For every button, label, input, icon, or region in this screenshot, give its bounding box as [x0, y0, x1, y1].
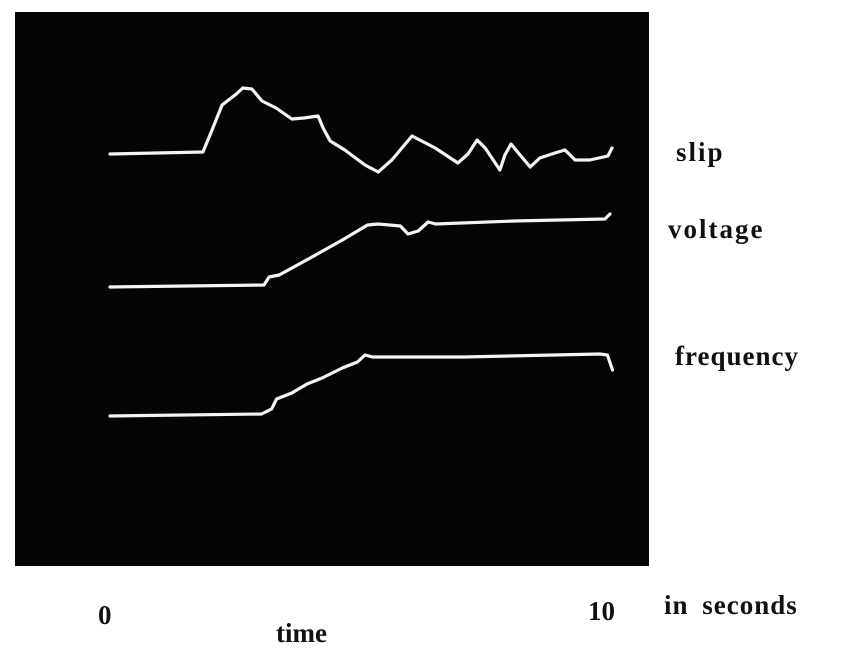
voltage-trace: [108, 212, 612, 289]
x-axis-title: time: [276, 618, 327, 648]
voltage-label: voltage: [668, 214, 765, 244]
frequency-label: frequency: [675, 341, 799, 371]
slip-trace: [108, 86, 614, 174]
x-tick-end: 10: [588, 596, 615, 626]
frequency-trace: [108, 352, 615, 418]
oscilloscope-screen: [15, 12, 649, 566]
slip-label: slip: [676, 137, 725, 167]
x-unit-label: in seconds: [664, 590, 798, 620]
x-tick-start: 0: [98, 600, 112, 630]
